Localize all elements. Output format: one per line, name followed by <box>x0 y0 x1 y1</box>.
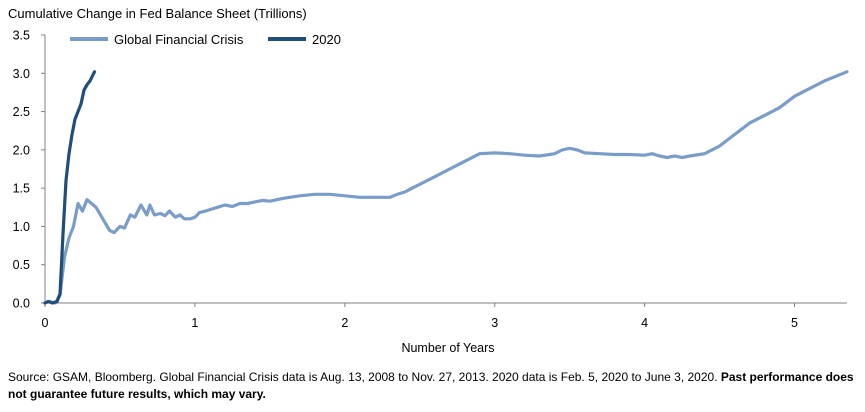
y-tick-label: 0.5 <box>13 258 30 272</box>
y-tick-label: 3.0 <box>13 67 30 81</box>
y-tick-label: 2.0 <box>13 143 30 157</box>
legend-label-0: Global Financial Crisis <box>114 32 244 47</box>
x-tick-label: 5 <box>791 316 798 330</box>
performance-disclaimer: Past performance does not guarantee futu… <box>8 370 854 401</box>
y-tick-label: 1.0 <box>13 220 30 234</box>
series-line-0 <box>43 70 849 305</box>
x-tick-label: 0 <box>42 316 49 330</box>
x-axis-label: Number of Years <box>401 341 494 355</box>
chart-series <box>43 70 849 305</box>
chart-legend: Global Financial Crisis 2020 <box>70 32 341 47</box>
source-footnote: Source: GSAM, Bloomberg. Global Financia… <box>8 369 858 403</box>
source-text: Source: GSAM, Bloomberg. Global Financia… <box>8 370 721 384</box>
y-tick-label: 2.5 <box>13 105 30 119</box>
x-tick-label: 4 <box>641 316 648 330</box>
y-tick-label: 0.0 <box>13 297 30 311</box>
legend-label-1: 2020 <box>312 32 341 47</box>
y-tick-label: 1.5 <box>13 182 30 196</box>
chart-axes: 0.0 0.5 1.0 1.5 2.0 2.5 3.0 3.5 0 1 2 3 4 5 <box>13 29 847 330</box>
x-tick-label: 1 <box>191 316 198 330</box>
chart-title: Cumulative Change in Fed Balance Sheet (… <box>8 6 307 21</box>
y-tick-label: 3.5 <box>13 29 30 43</box>
x-tick-label: 3 <box>491 316 498 330</box>
series-line-1 <box>43 70 97 305</box>
x-tick-label: 2 <box>341 316 348 330</box>
